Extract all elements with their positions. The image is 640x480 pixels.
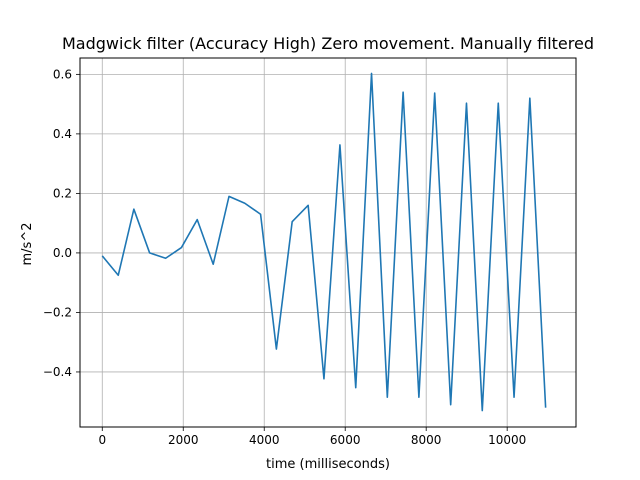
x-axis-ticks: 0 2000 4000 6000 8000 10000 — [98, 427, 526, 447]
x-tick-label: 4000 — [249, 433, 280, 447]
y-tick-label: 0.4 — [53, 127, 72, 141]
y-tick-label: −0.4 — [43, 365, 72, 379]
plot-area — [101, 72, 547, 412]
series-line — [101, 72, 547, 412]
grid — [80, 58, 576, 427]
x-tick-label: 8000 — [411, 433, 442, 447]
x-tick-label: 10000 — [488, 433, 526, 447]
y-axis-label: m/s^2 — [20, 223, 35, 266]
y-tick-label: 0.6 — [53, 67, 72, 81]
y-tick-label: 0.2 — [53, 186, 72, 200]
y-tick-label: −0.2 — [43, 305, 72, 319]
x-axis-label: time (milliseconds) — [266, 457, 390, 472]
y-axis-ticks: −0.4 −0.2 0.0 0.2 0.4 0.6 — [43, 67, 80, 379]
y-tick-label: 0.0 — [53, 246, 72, 260]
axes-frame — [79, 57, 577, 428]
x-tick-label: 6000 — [330, 433, 361, 447]
x-tick-label: 0 — [98, 433, 106, 447]
x-tick-label: 2000 — [168, 433, 199, 447]
chart-title: Madgwick filter (Accuracy High) Zero mov… — [62, 34, 594, 53]
